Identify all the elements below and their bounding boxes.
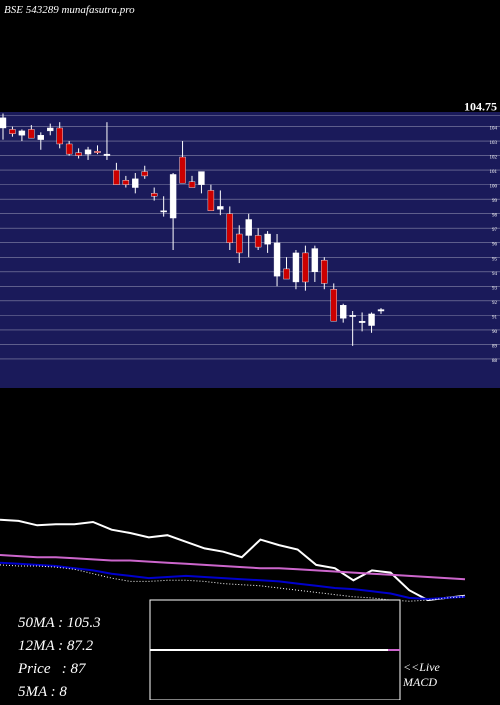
candle-body — [236, 233, 243, 254]
candle-body — [132, 178, 139, 188]
candle-body — [37, 135, 44, 140]
y-tick-label: 90 — [492, 330, 498, 335]
y-tick-label: 92 — [492, 301, 498, 306]
y-tick-label: 98 — [492, 214, 498, 219]
candle-body — [169, 174, 177, 219]
candle-body — [94, 151, 101, 153]
y-tick-label: 89 — [492, 344, 498, 349]
candle-body — [368, 313, 375, 326]
candle-body — [349, 315, 356, 317]
y-tick-label: 96 — [492, 243, 498, 248]
candle-body — [84, 149, 92, 155]
candle-body — [198, 171, 205, 185]
candle-body — [283, 268, 290, 280]
price-panel — [0, 112, 500, 388]
y-tick-label: 91 — [492, 315, 498, 320]
candle-body — [302, 252, 309, 283]
y-tick-label: 104.75 — [464, 100, 497, 114]
candle-body — [28, 129, 35, 139]
y-tick-label: 93 — [492, 286, 498, 291]
indicator-line — [0, 518, 466, 602]
candle-body — [141, 171, 148, 177]
candle-body — [179, 156, 186, 184]
candle-body — [207, 190, 215, 211]
candle-body — [160, 210, 167, 213]
candle-body — [311, 248, 319, 272]
y-tick-label: 100 — [490, 185, 498, 190]
candle-body — [330, 289, 337, 322]
candle-body — [188, 181, 196, 188]
candle-body — [358, 320, 366, 323]
y-tick-label: 104 — [490, 127, 498, 132]
y-tick-label: 88 — [492, 359, 498, 364]
y-tick-label: 99 — [492, 199, 498, 204]
candle-body — [292, 252, 300, 283]
candle-body — [113, 169, 120, 185]
stat-label: 12MA : 87.2 — [18, 638, 94, 654]
y-tick-label: 103 — [490, 141, 498, 146]
candle-body — [226, 213, 234, 243]
indicator-line — [0, 554, 466, 581]
candle-body — [103, 153, 111, 156]
indicator-line — [0, 561, 466, 601]
macd-label: MACD — [402, 675, 437, 689]
stat-label: Price : 87 — [17, 661, 87, 677]
candle-body — [217, 206, 224, 210]
stat-label: 50MA : 105.3 — [18, 615, 101, 631]
candle-body — [65, 143, 73, 155]
chart-title: BSE 543289 munafasutra.pro — [4, 4, 135, 16]
y-tick-label: 102 — [490, 156, 498, 161]
candle-body — [340, 305, 347, 319]
y-tick-label: 101 — [490, 170, 498, 175]
y-tick-label: 95 — [492, 257, 498, 262]
candle-body — [9, 129, 16, 134]
candle-body — [56, 127, 63, 145]
candle-body — [273, 242, 281, 277]
candle-body — [75, 152, 82, 156]
candle-body — [122, 180, 130, 185]
candle-body — [321, 259, 328, 284]
candle-body — [150, 193, 158, 197]
y-tick-label: 94 — [492, 272, 498, 277]
y-tick-label: 97 — [492, 228, 498, 233]
candle-body — [254, 235, 262, 248]
candle-body — [0, 117, 7, 129]
candle-body — [245, 219, 252, 236]
candle-body — [18, 130, 26, 136]
macd-label: <<Live — [403, 660, 441, 674]
candle-body — [47, 127, 54, 132]
candle-body — [264, 233, 271, 245]
stat-label: 5MA : 8 — [18, 684, 67, 700]
candle-body — [377, 309, 385, 312]
price-group: 104.75 104 103 102 101 100 99 98 97 96 95 94 93 92 91 9… — [0, 100, 500, 364]
